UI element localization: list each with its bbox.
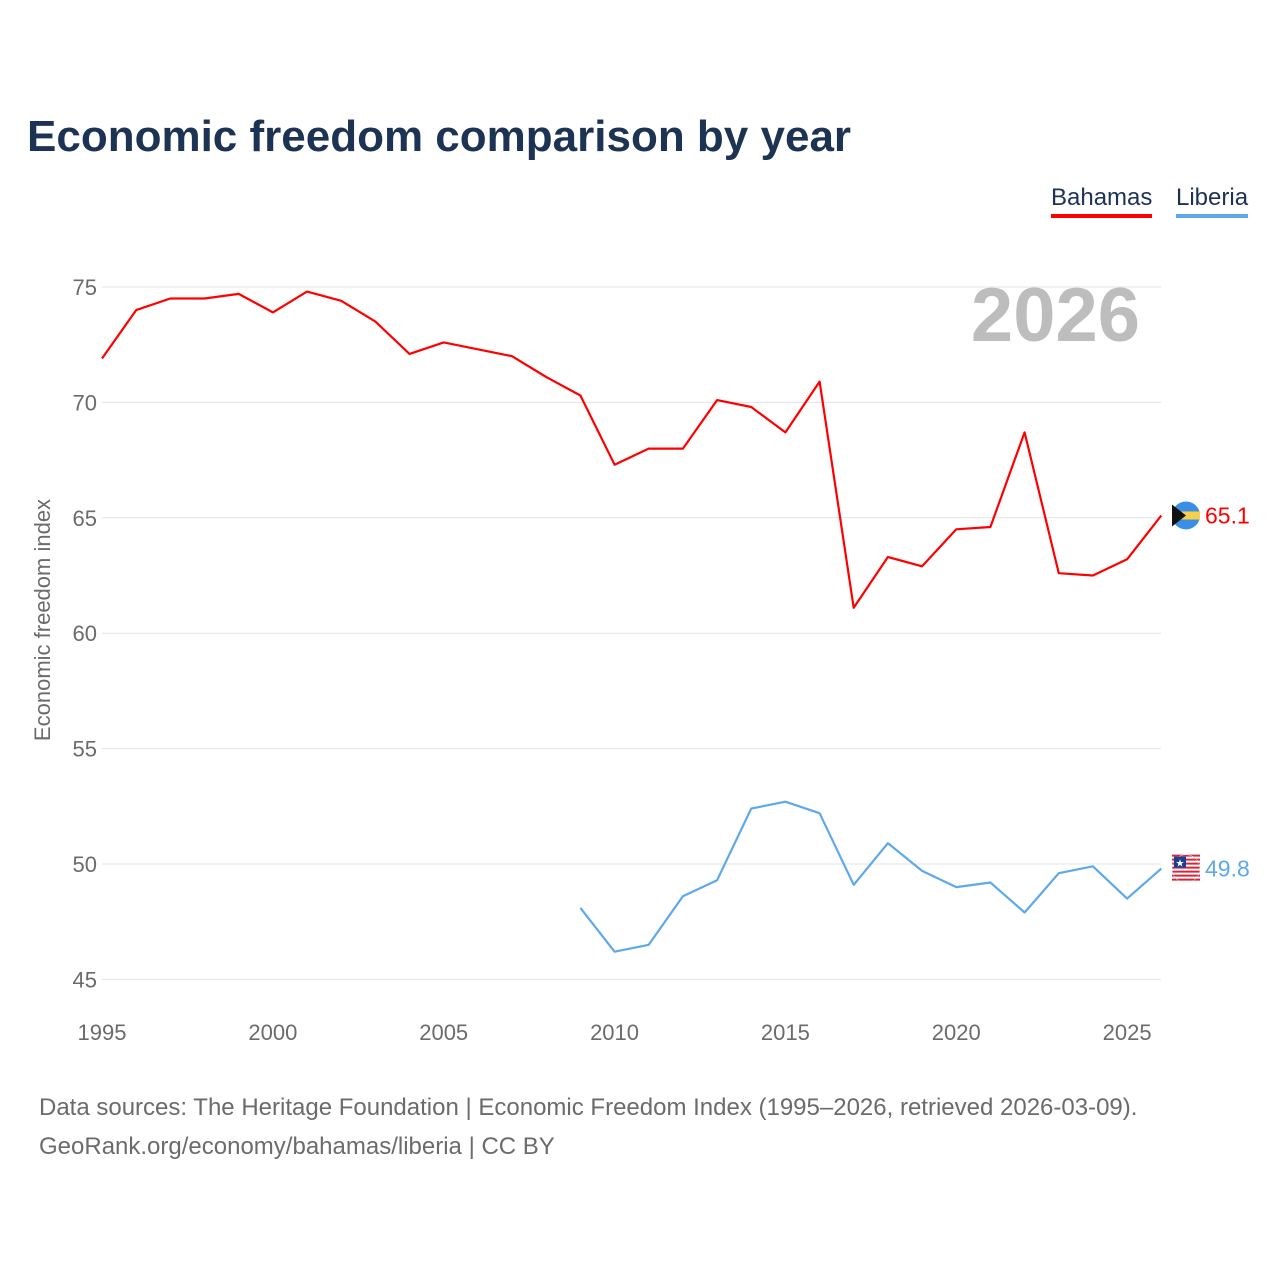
y-tick-label: 45	[73, 967, 97, 992]
x-tick-label: 2015	[761, 1020, 810, 1045]
x-tick-label: 1995	[78, 1020, 127, 1045]
footer: Data sources: The Heritage Foundation | …	[39, 1088, 1137, 1166]
x-tick-label: 2005	[419, 1020, 468, 1045]
liberia-flag-canton	[1174, 856, 1186, 868]
footer-sources: Data sources: The Heritage Foundation | …	[39, 1094, 1138, 1121]
y-tick-label: 55	[73, 737, 97, 762]
end-value-label-bahamas: 65.1	[1205, 502, 1250, 528]
y-tick-label: 50	[73, 852, 97, 877]
chart-title: Economic freedom comparison by year	[27, 112, 852, 161]
x-tick-label: 2010	[590, 1020, 639, 1045]
legend-bahamas[interactable]: Bahamas	[1051, 184, 1153, 218]
series-line-liberia	[579, 800, 1163, 953]
end-value-label-liberia: 49.8	[1205, 856, 1250, 882]
liberia-flag-stripe	[1172, 878, 1200, 881]
liberia-flag-icon	[1171, 854, 1201, 883]
x-tick-label: 2025	[1103, 1020, 1152, 1045]
bahamas-flag-triangle	[1172, 504, 1186, 527]
y-tick-label: 75	[73, 275, 97, 300]
liberia-flag-stripe	[1172, 854, 1200, 857]
footer-link[interactable]: GeoRank.org/economy/bahamas/liberia | CC…	[39, 1133, 555, 1160]
year-watermark: 2026	[971, 273, 1140, 358]
liberia-flag-stripe	[1172, 870, 1200, 873]
liberia-flag-stripe	[1172, 874, 1200, 877]
y-tick-label: 60	[73, 621, 97, 646]
y-tick-label: 65	[73, 506, 97, 531]
x-tick-label: 2020	[932, 1020, 981, 1045]
x-tick-label: 2000	[248, 1020, 297, 1045]
legend-liberia[interactable]: Liberia	[1176, 184, 1249, 218]
y-tick-label: 70	[73, 390, 97, 415]
liberia-flag-star: ★	[1176, 859, 1185, 870]
series-line-bahamas	[101, 290, 1163, 609]
y-axis-label: Economic freedom index	[30, 499, 55, 741]
